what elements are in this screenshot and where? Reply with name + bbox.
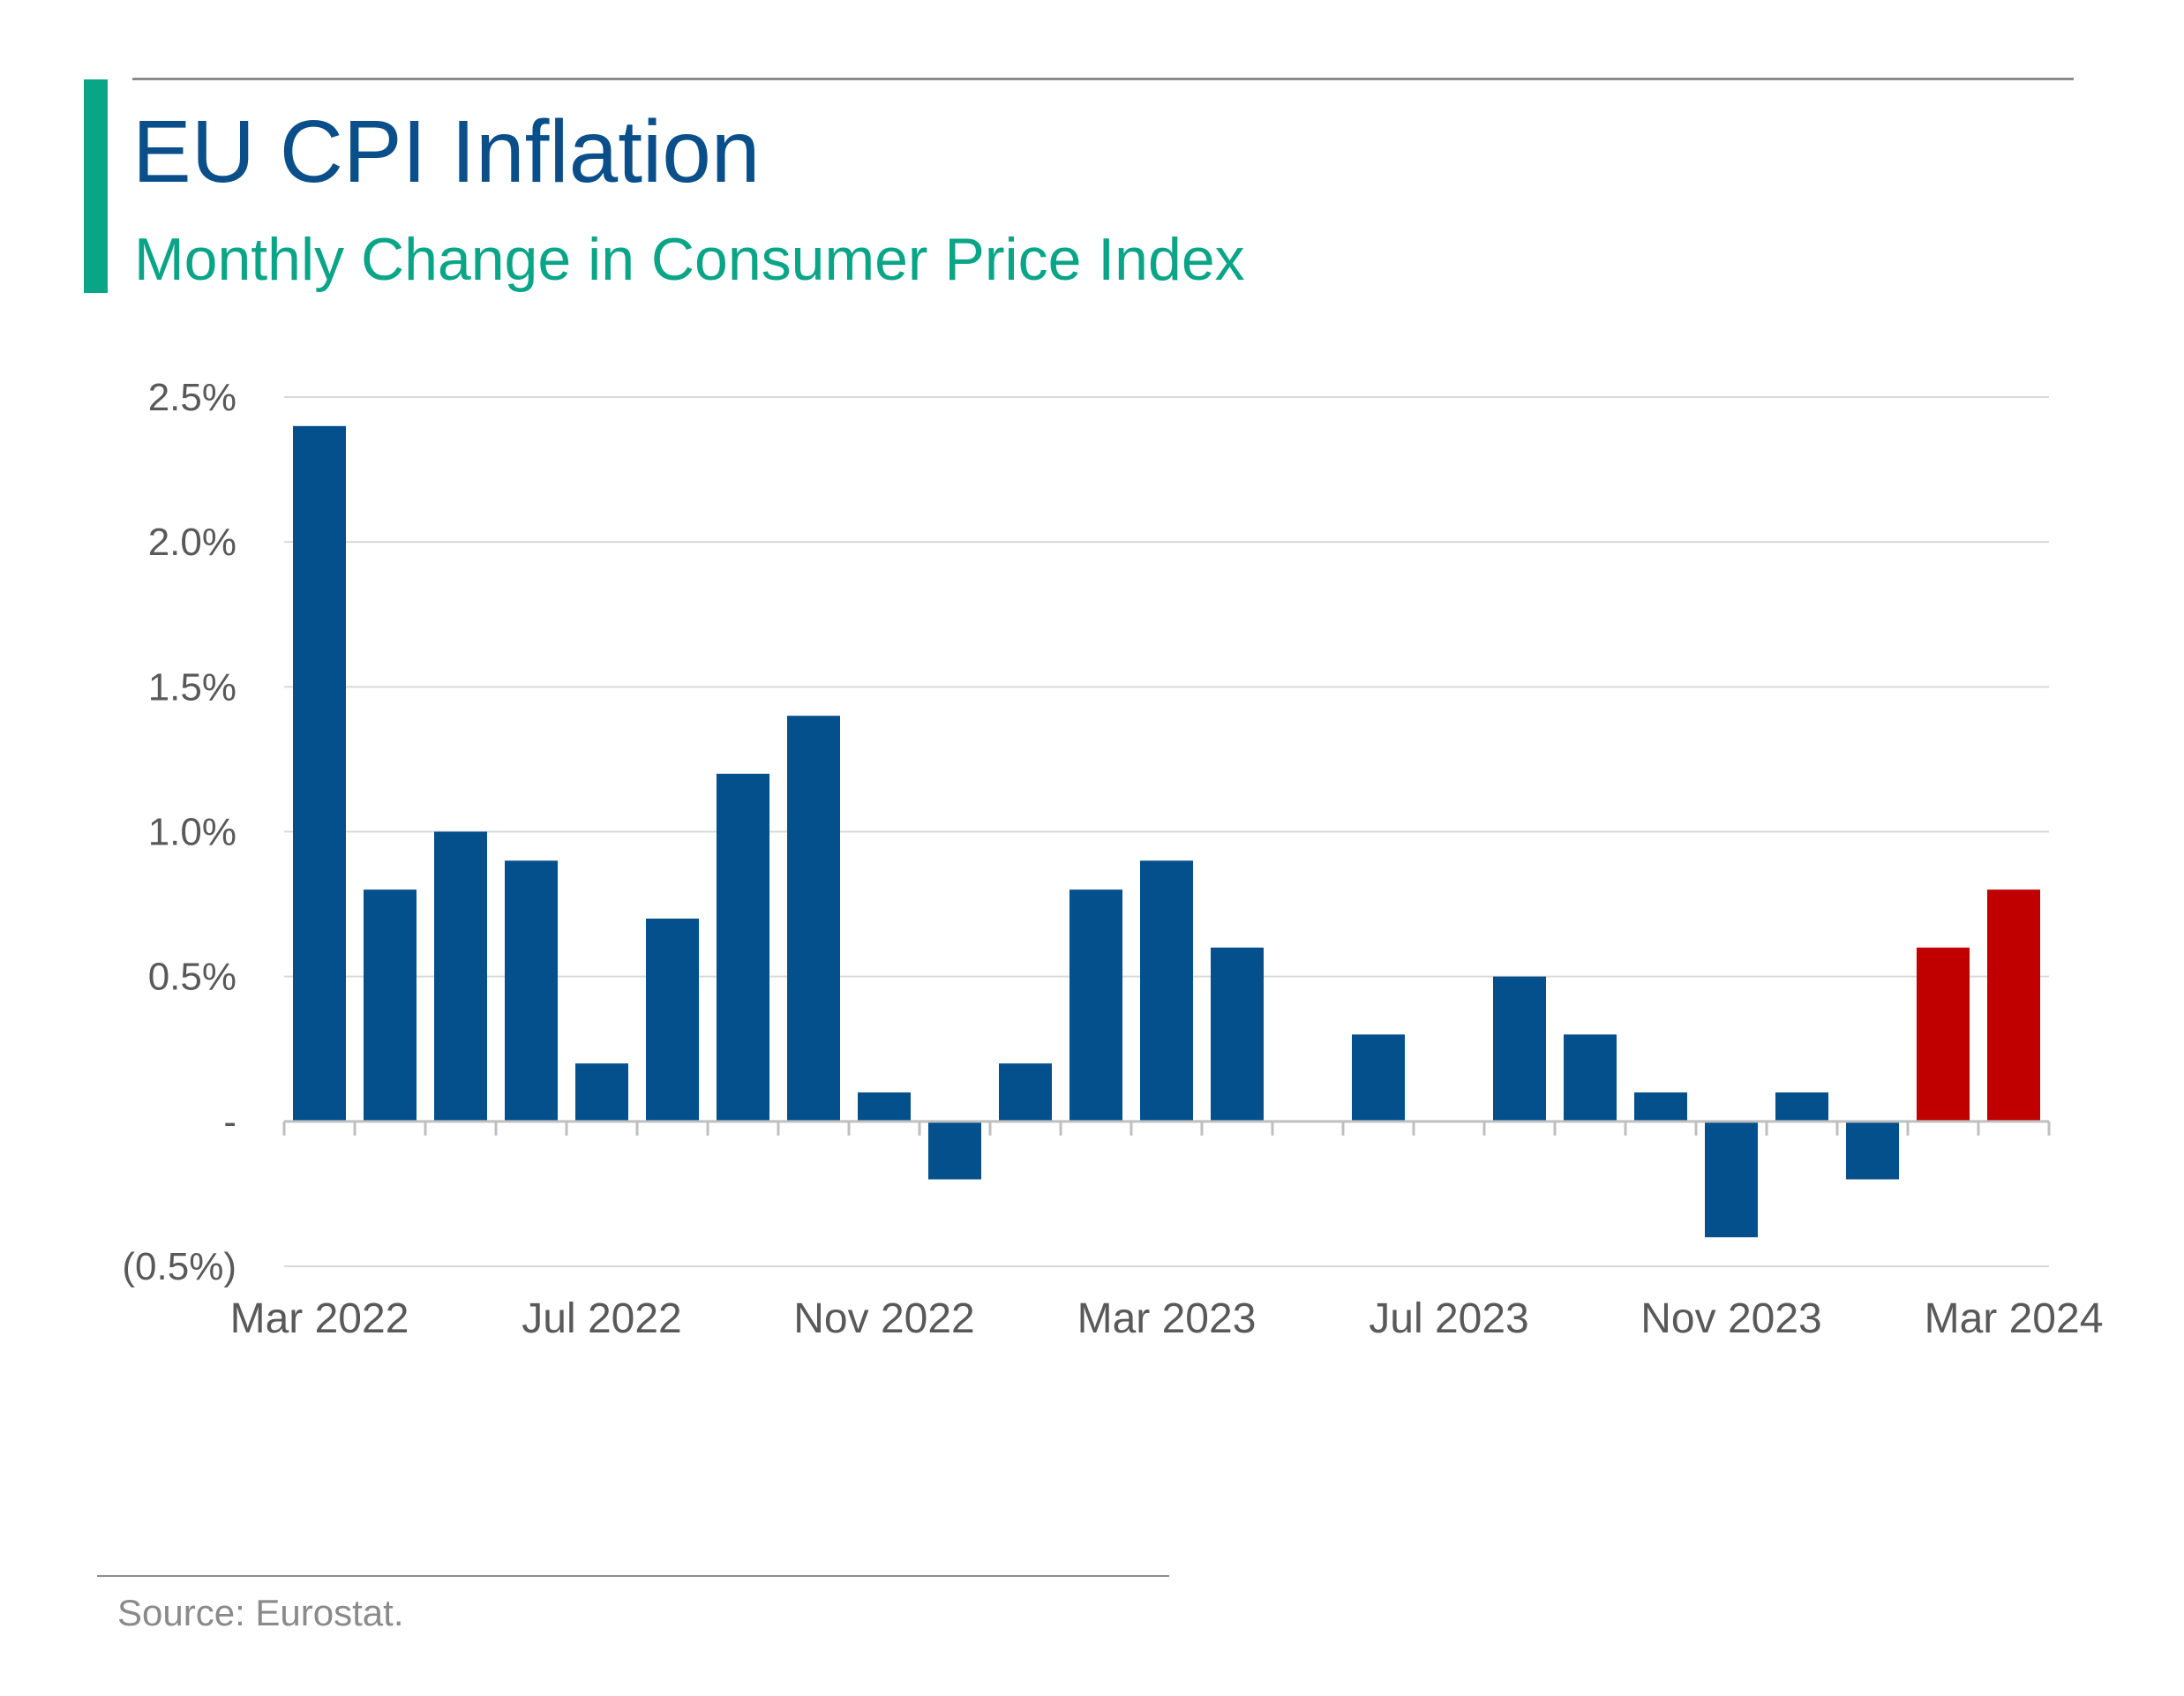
- bar: [575, 1063, 628, 1122]
- x-tick-label: Jul 2022: [522, 1295, 681, 1342]
- x-tick-label: Mar 2023: [1077, 1295, 1257, 1342]
- bottom-rule: [97, 1575, 1169, 1577]
- bar: [293, 425, 346, 1122]
- y-tick-label: (0.5%): [122, 1245, 236, 1288]
- chart-title: EU CPI Inflation: [132, 102, 761, 201]
- bar: [1987, 889, 2040, 1122]
- x-tick-label: Jul 2023: [1369, 1295, 1528, 1342]
- bar: [1211, 947, 1264, 1122]
- bar: [364, 889, 417, 1122]
- y-tick-label: 2.0%: [148, 521, 236, 564]
- y-tick-label: 2.5%: [148, 376, 236, 419]
- top-rule: [132, 78, 2074, 80]
- axis-layer: [282, 1120, 2051, 1136]
- bar: [646, 919, 699, 1122]
- x-tick-labels: Mar 2022 Jul 2022 Nov 2022 Mar 2023 Jul 2023…: [230, 1295, 2104, 1342]
- source-note: Source: Eurostat.: [117, 1592, 404, 1633]
- x-tick-label: Mar 2022: [230, 1295, 409, 1342]
- bar: [858, 1092, 911, 1122]
- y-tick-label: 0.5%: [148, 956, 236, 999]
- bar: [1069, 889, 1122, 1122]
- bar: [1564, 1034, 1617, 1122]
- bar: [505, 860, 558, 1122]
- bar: [928, 1121, 981, 1180]
- bar: [1846, 1121, 1899, 1180]
- bar-chart: 2.5% 2.0% 1.5% 1.0% 0.5% - (0.5%) Mar 2022 Jul …: [122, 376, 2104, 1342]
- y-tick-labels: 2.5% 2.0% 1.5% 1.0% 0.5% - (0.5%): [122, 376, 236, 1288]
- x-tick-label: Nov 2023: [1640, 1295, 1821, 1342]
- bar: [1705, 1121, 1758, 1238]
- grid-layer: [284, 396, 2049, 1267]
- bar: [1634, 1092, 1687, 1122]
- bar: [1775, 1092, 1828, 1122]
- bar: [1352, 1034, 1405, 1122]
- bar: [717, 773, 769, 1122]
- bar: [1140, 860, 1193, 1122]
- x-tick-label: Nov 2022: [793, 1295, 974, 1342]
- bar: [999, 1063, 1052, 1122]
- bar: [1493, 976, 1546, 1122]
- bar-layer: [293, 425, 2040, 1238]
- y-tick-label: 1.0%: [148, 811, 236, 854]
- y-tick-label: 1.5%: [148, 665, 236, 709]
- bar: [787, 716, 840, 1122]
- chart-subtitle: Monthly Change in Consumer Price Index: [134, 226, 1245, 293]
- accent-bar: [84, 79, 108, 293]
- y-tick-label: -: [223, 1100, 236, 1144]
- bar: [1917, 947, 1970, 1122]
- x-tick-label: Mar 2024: [1925, 1295, 2104, 1342]
- bar: [434, 831, 487, 1122]
